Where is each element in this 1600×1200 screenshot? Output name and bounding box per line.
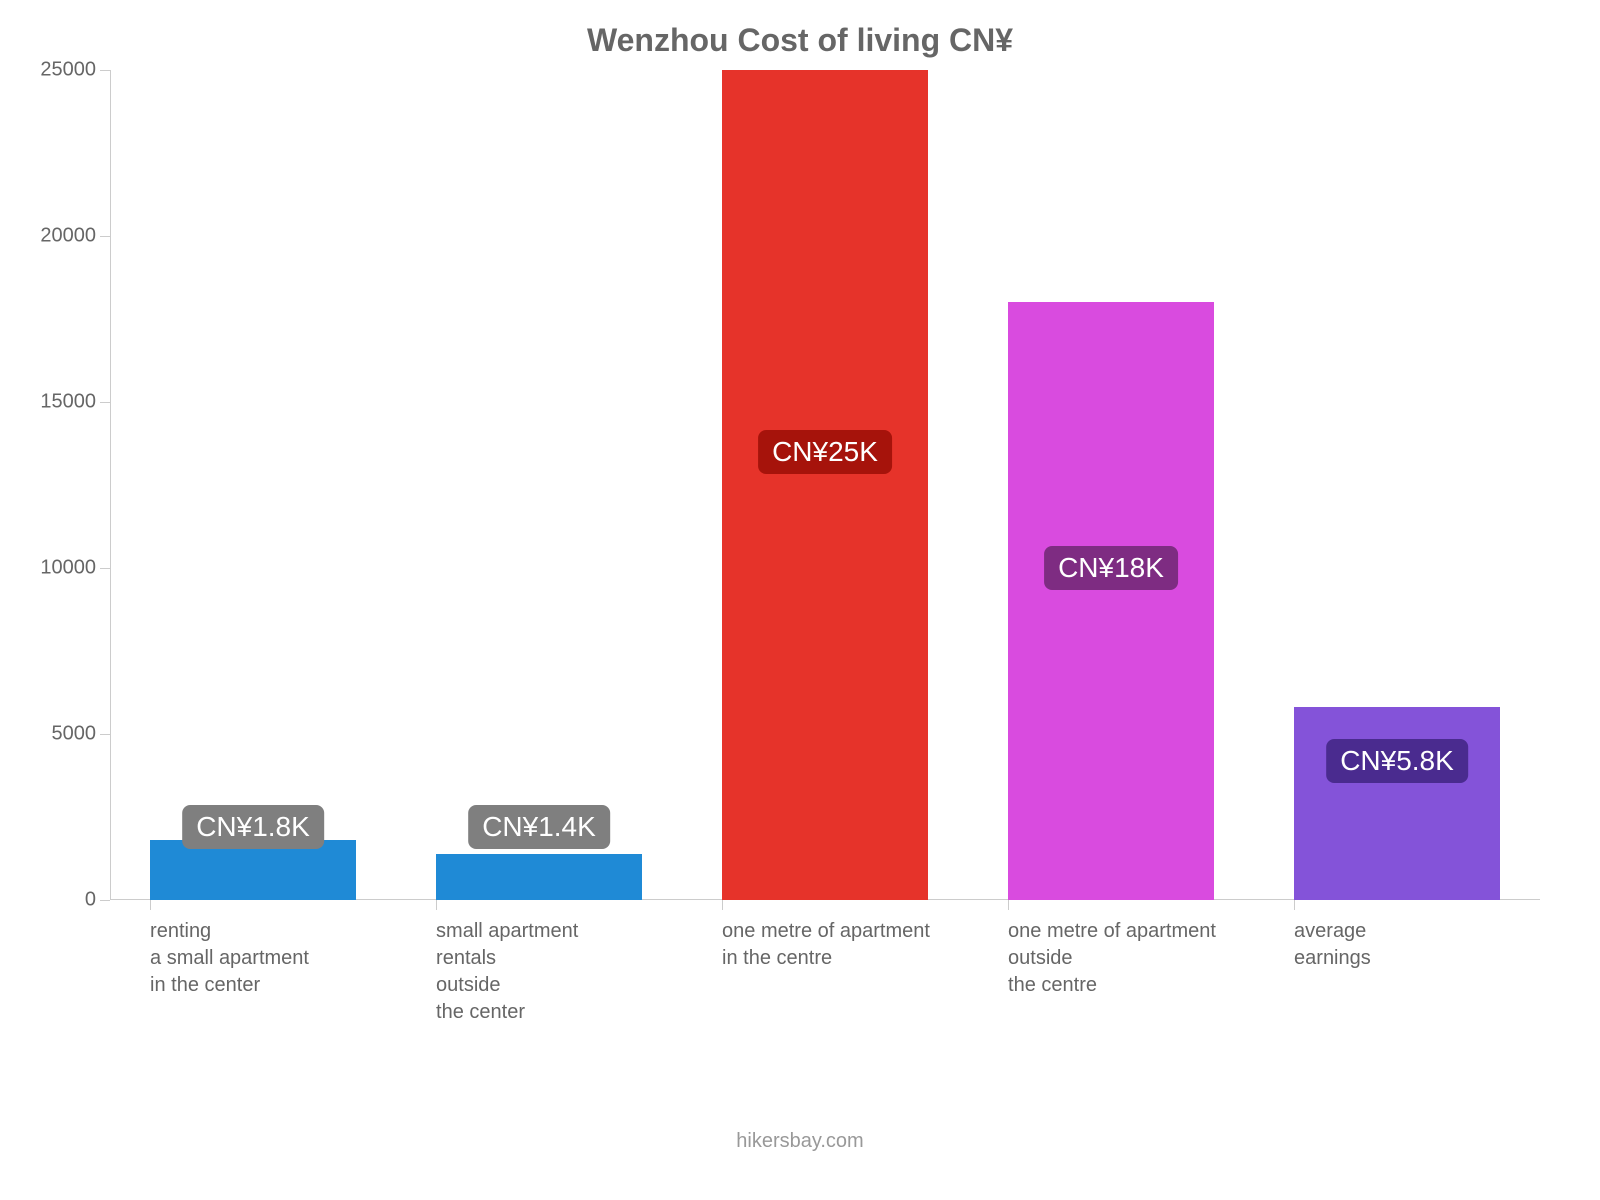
y-tick-label: 15000 bbox=[40, 391, 110, 414]
y-tick-label: 0 bbox=[85, 889, 110, 912]
y-tick-label: 20000 bbox=[40, 225, 110, 248]
x-category-label: renting a small apartment in the center bbox=[150, 900, 422, 999]
plot-area: 0500010000150002000025000CN¥1.8Krenting … bbox=[110, 70, 1540, 900]
y-axis bbox=[110, 70, 111, 900]
x-category-label: one metre of apartment in the centre bbox=[722, 900, 994, 972]
x-category-label: small apartment rentals outside the cent… bbox=[436, 900, 708, 1026]
bar bbox=[722, 70, 928, 900]
bar-value-label: CN¥25K bbox=[758, 430, 892, 474]
bar-value-label: CN¥5.8K bbox=[1326, 739, 1468, 783]
credit-text: hikersbay.com bbox=[0, 1130, 1600, 1153]
bar bbox=[150, 840, 356, 900]
chart-container: Wenzhou Cost of living CN¥ 0500010000150… bbox=[0, 0, 1600, 1200]
bar-value-label: CN¥1.8K bbox=[182, 805, 324, 849]
bar bbox=[436, 854, 642, 900]
y-tick-label: 25000 bbox=[40, 59, 110, 82]
bar-value-label: CN¥18K bbox=[1044, 546, 1178, 590]
bar bbox=[1294, 707, 1500, 900]
x-category-label: average earnings bbox=[1294, 900, 1566, 972]
y-tick-label: 10000 bbox=[40, 557, 110, 580]
chart-title: Wenzhou Cost of living CN¥ bbox=[0, 22, 1600, 59]
bar-value-label: CN¥1.4K bbox=[468, 805, 610, 849]
y-tick-label: 5000 bbox=[52, 723, 111, 746]
x-category-label: one metre of apartment outside the centr… bbox=[1008, 900, 1280, 999]
bar bbox=[1008, 302, 1214, 900]
